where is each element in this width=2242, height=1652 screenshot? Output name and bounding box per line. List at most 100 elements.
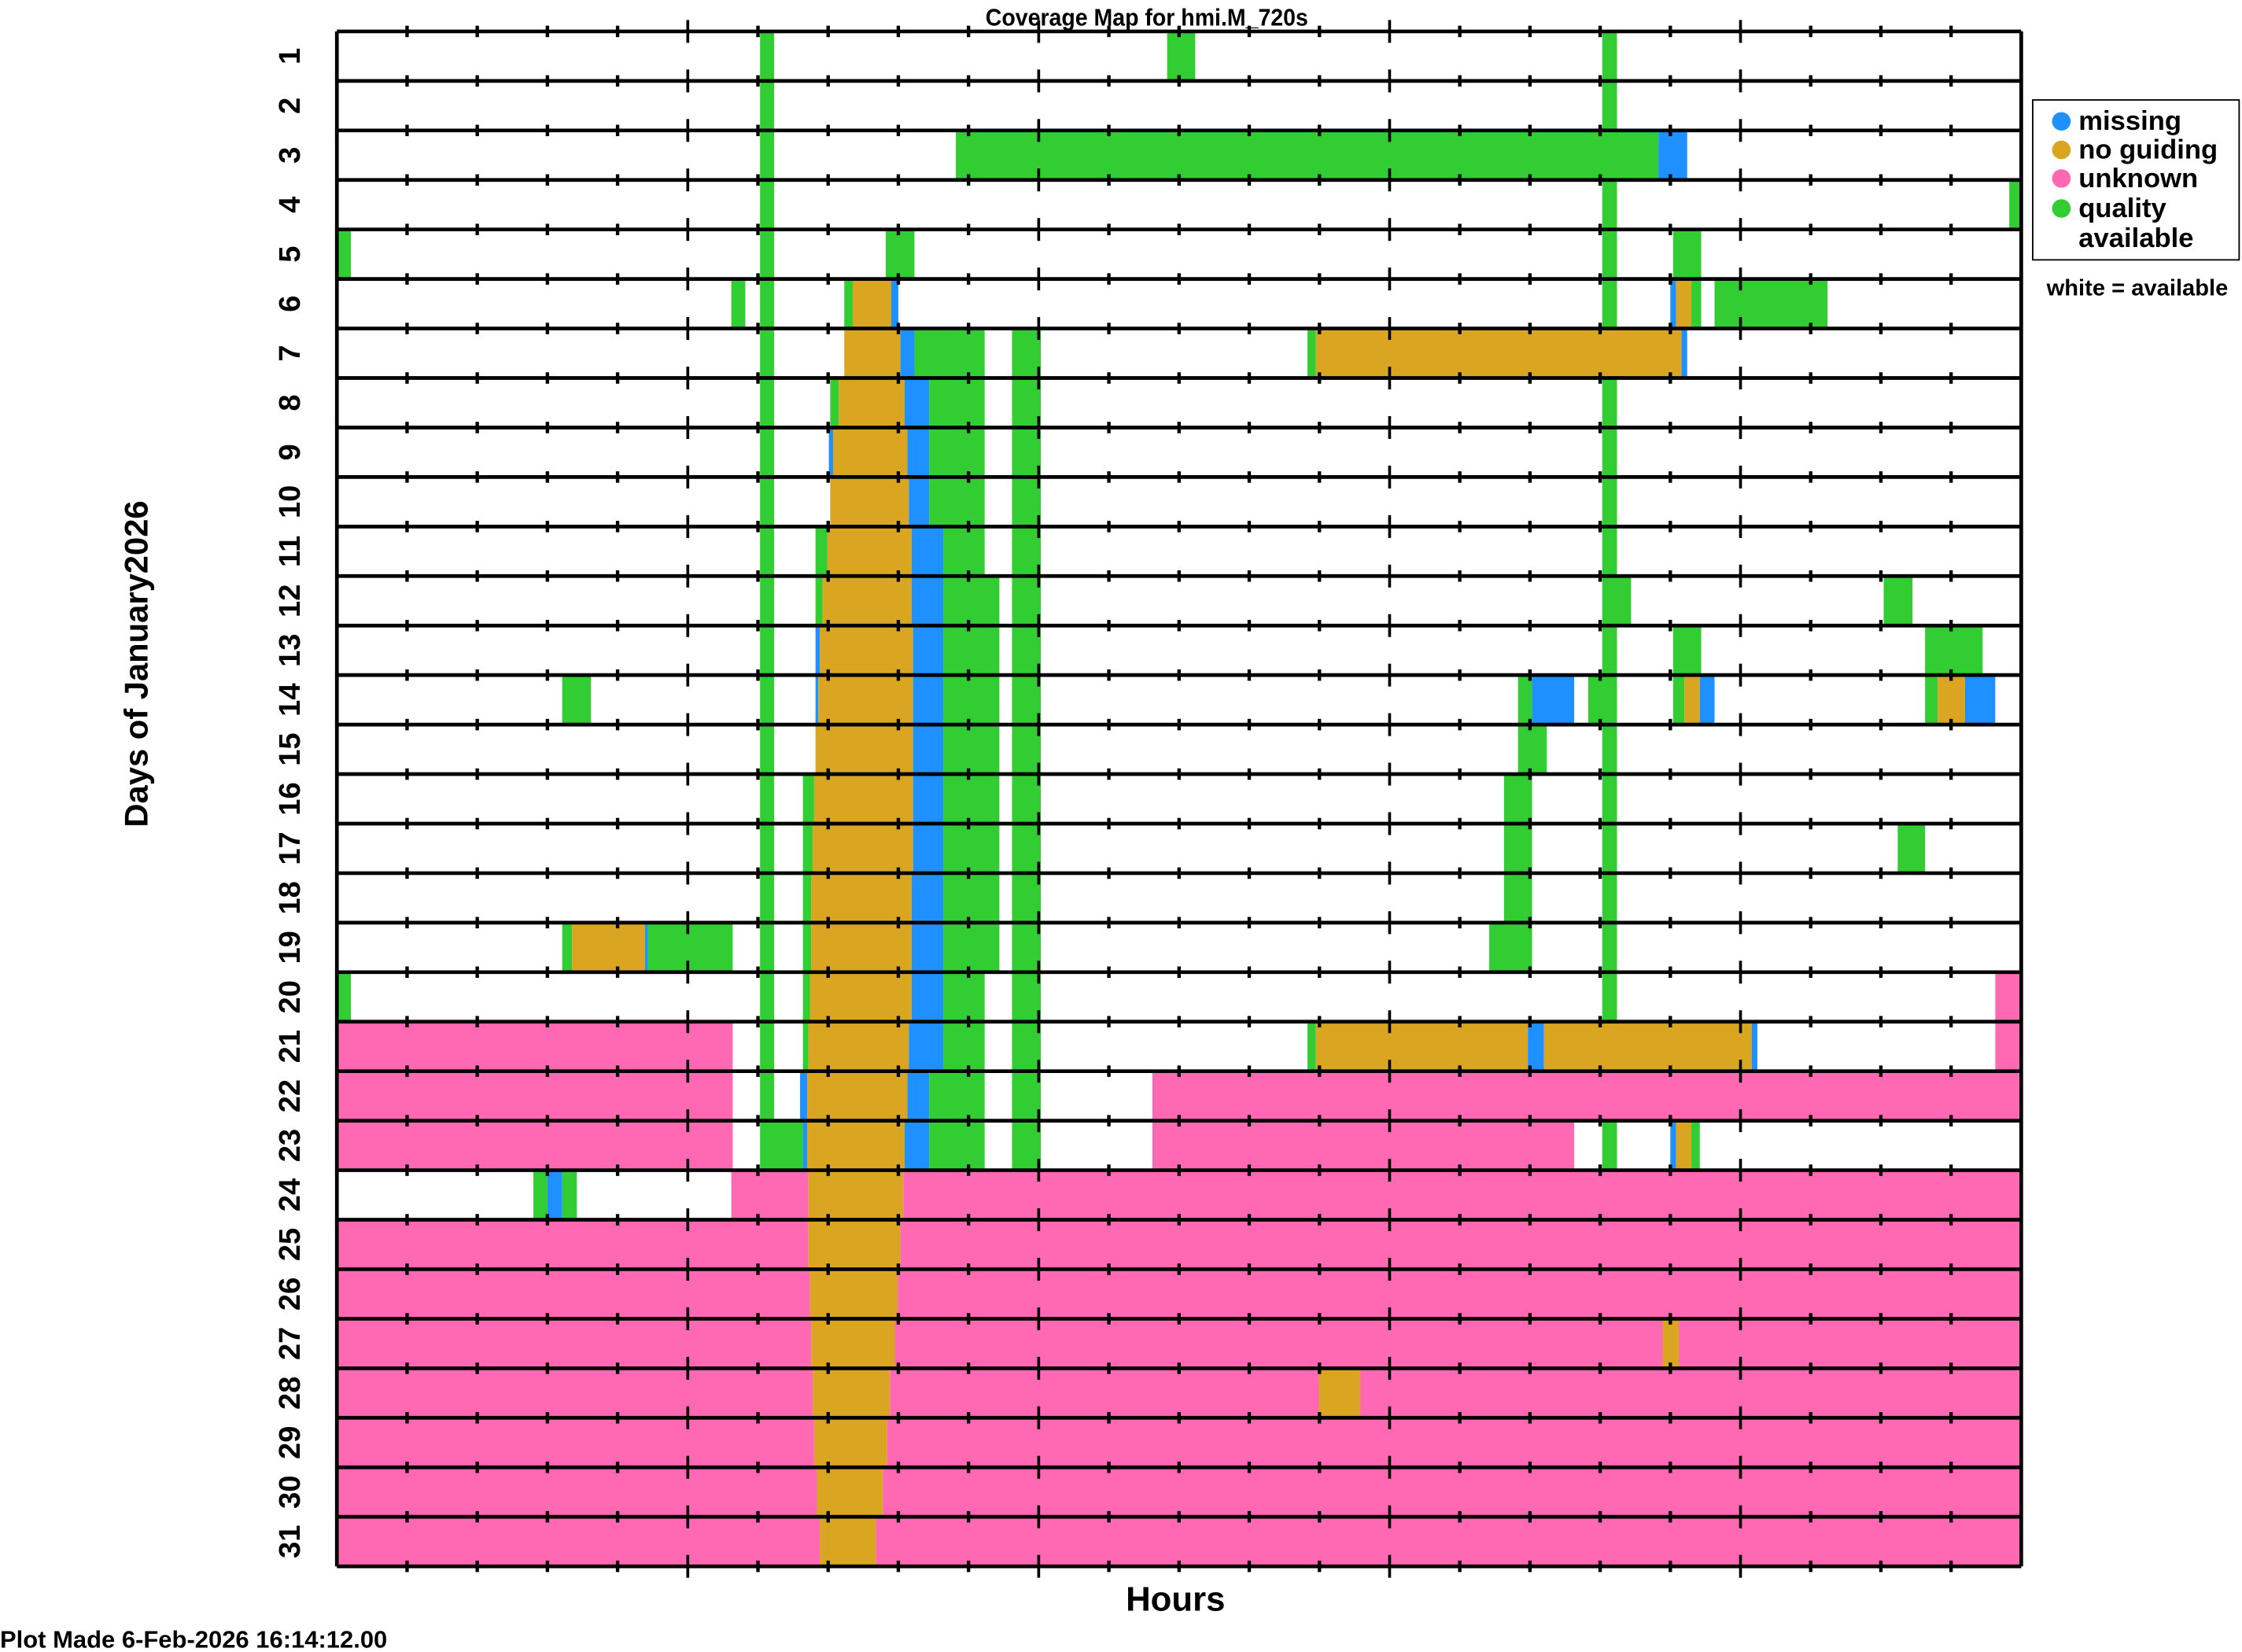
segment-no-guiding xyxy=(818,675,913,725)
segment-missing xyxy=(911,872,944,923)
segment-unknown xyxy=(337,1269,810,1319)
segment-quality xyxy=(1489,922,1532,972)
segment-missing xyxy=(913,823,944,873)
segment-quality xyxy=(1602,576,1632,626)
segment-no-guiding xyxy=(808,1170,904,1220)
segment-quality xyxy=(760,1021,775,1071)
segment-quality xyxy=(760,1120,803,1171)
segment-quality xyxy=(1012,675,1042,725)
segment-quality xyxy=(760,31,775,81)
segment-quality xyxy=(943,774,1000,824)
day-label: 20 xyxy=(273,980,307,1013)
segment-quality xyxy=(760,625,775,676)
legend-swatch-unknown xyxy=(2052,169,2071,188)
segment-unknown xyxy=(903,1170,2022,1220)
segment-missing xyxy=(913,774,944,824)
segment-unknown xyxy=(1152,1120,1575,1171)
segment-quality xyxy=(885,229,915,279)
segment-quality xyxy=(1167,31,1196,81)
segment-quality xyxy=(943,576,1000,626)
segment-quality xyxy=(562,675,592,725)
segment-quality xyxy=(844,278,853,329)
segment-missing xyxy=(1965,675,1996,725)
segment-quality xyxy=(1897,823,1926,873)
segment-quality xyxy=(562,1170,577,1220)
segment-quality xyxy=(647,922,733,972)
segment-no-guiding xyxy=(811,922,912,972)
day-label: 12 xyxy=(273,584,307,618)
segment-missing xyxy=(909,477,930,527)
segment-quality xyxy=(1925,625,1983,676)
segment-quality xyxy=(1602,427,1617,478)
segment-no-guiding xyxy=(806,1071,908,1121)
segment-missing xyxy=(907,427,930,478)
legend-note: white = available xyxy=(2046,276,2229,301)
segment-quality xyxy=(760,378,775,428)
segment-quality xyxy=(1602,229,1617,279)
segment-quality xyxy=(1012,625,1042,676)
segment-quality xyxy=(830,378,839,428)
segment-unknown xyxy=(1152,1071,2022,1121)
segment-quality xyxy=(1012,328,1042,378)
segment-quality xyxy=(1012,872,1042,923)
segment-unknown xyxy=(337,1071,733,1121)
segment-missing xyxy=(1681,328,1687,378)
segment-quality xyxy=(760,1071,775,1121)
segment-no-guiding xyxy=(1318,1368,1360,1418)
segment-quality xyxy=(1602,823,1617,873)
segment-unknown xyxy=(900,1219,2022,1270)
segment-quality xyxy=(1517,725,1547,775)
segment-no-guiding xyxy=(1315,1021,1528,1071)
segment-missing xyxy=(828,427,833,478)
segment-quality xyxy=(1602,80,1617,131)
segment-quality xyxy=(760,80,775,131)
day-row-lines xyxy=(334,20,2023,1578)
segment-quality xyxy=(760,774,775,824)
segment-no-guiding xyxy=(832,427,908,478)
coverage-segments xyxy=(337,31,2022,1567)
segment-missing xyxy=(909,1021,944,1071)
segment-quality xyxy=(1587,675,1617,725)
segment-quality xyxy=(1602,725,1617,775)
segment-no-guiding xyxy=(1684,675,1700,725)
segment-missing xyxy=(1658,130,1687,180)
segment-quality xyxy=(802,872,812,923)
segment-quality xyxy=(1012,922,1042,972)
day-label: 17 xyxy=(273,832,307,865)
segment-quality xyxy=(929,1071,985,1121)
segment-quality xyxy=(929,427,985,478)
segment-quality xyxy=(1602,179,1617,230)
segment-quality xyxy=(1714,278,1828,329)
day-label: 5 xyxy=(273,246,307,263)
segment-no-guiding xyxy=(813,1368,891,1418)
segment-quality xyxy=(1691,1120,1700,1171)
segment-quality xyxy=(1012,576,1042,626)
segment-unknown xyxy=(337,1517,820,1567)
segment-quality xyxy=(802,972,810,1022)
segment-missing xyxy=(815,675,819,725)
segment-quality xyxy=(1012,378,1042,428)
segment-unknown xyxy=(337,1120,733,1171)
day-label: 6 xyxy=(273,296,307,312)
segment-missing xyxy=(900,328,915,378)
segment-quality xyxy=(1602,774,1617,824)
segment-quality xyxy=(956,130,1659,180)
segment-unknown xyxy=(887,1418,2022,1468)
day-label: 1 xyxy=(273,48,307,65)
segment-quality xyxy=(1012,526,1042,577)
segment-missing xyxy=(1751,1021,1757,1071)
segment-quality xyxy=(1883,576,1913,626)
segment-quality xyxy=(1602,477,1617,527)
segment-missing xyxy=(911,972,944,1022)
segment-no-guiding xyxy=(811,1318,895,1369)
legend-swatch-no-guiding xyxy=(2052,140,2071,160)
segment-quality xyxy=(1602,1120,1617,1171)
segment-quality xyxy=(760,130,775,180)
segment-missing xyxy=(911,576,944,626)
segment-missing xyxy=(644,922,648,972)
segment-missing xyxy=(1699,675,1715,725)
segment-missing xyxy=(1532,675,1575,725)
segment-quality xyxy=(1012,1021,1042,1071)
segment-quality xyxy=(1672,675,1685,725)
